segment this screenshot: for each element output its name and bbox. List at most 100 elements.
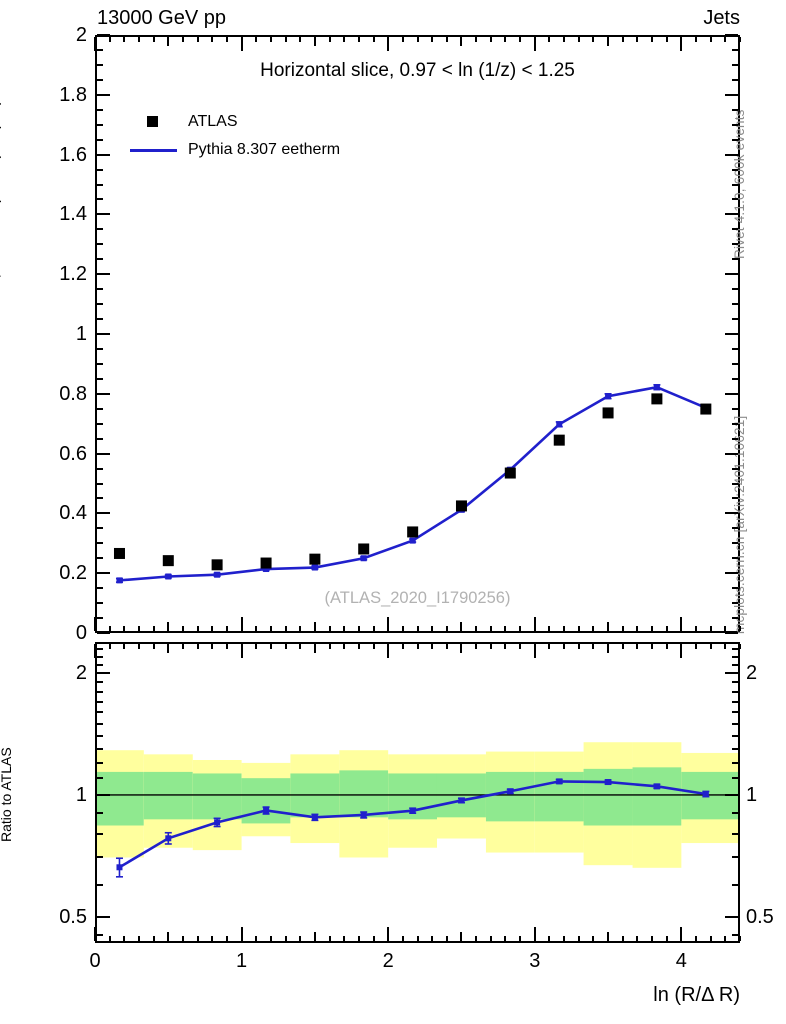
axis-tick	[709, 936, 712, 941]
axis-tick	[97, 213, 110, 216]
axis-tick	[732, 243, 738, 246]
axis-tick	[211, 936, 214, 941]
axis-tick	[651, 644, 654, 649]
tick-label: 0.6	[59, 442, 87, 465]
axis-tick	[732, 482, 738, 485]
axis-tick	[181, 37, 184, 42]
axis-tick	[724, 644, 727, 649]
green-uncertainty-band	[241, 778, 291, 824]
axis-tick	[313, 644, 316, 653]
axis-tick	[387, 644, 390, 658]
axis-tick	[739, 644, 741, 649]
atlas-data-marker	[651, 393, 663, 405]
axis-tick	[563, 644, 566, 649]
axis-tick	[97, 915, 110, 918]
axis-tick	[732, 747, 738, 750]
axis-tick	[725, 34, 738, 36]
axis-tick	[152, 626, 155, 631]
axis-tick	[196, 936, 199, 941]
axis-tick	[504, 37, 507, 42]
axis-tick	[725, 915, 738, 918]
axis-tick	[445, 644, 448, 649]
axis-tick	[97, 377, 103, 380]
axis-tick	[313, 37, 316, 46]
axis-tick	[665, 644, 668, 649]
axis-tick	[519, 936, 522, 941]
axis-tick	[196, 626, 199, 631]
pythia-marker	[311, 814, 318, 821]
pythia-marker	[409, 537, 416, 544]
axis-tick	[269, 936, 272, 941]
axis-tick	[621, 37, 624, 42]
axis-tick	[299, 644, 302, 649]
pythia-marker	[458, 797, 465, 804]
axis-tick	[123, 644, 126, 649]
axis-tick	[725, 793, 738, 796]
analysis-watermark: (ATLAS_2020_I1790256)	[324, 589, 511, 607]
axis-tick	[97, 557, 103, 560]
axis-tick	[372, 37, 375, 42]
axis-tick	[739, 936, 741, 941]
axis-tick	[725, 452, 738, 455]
axis-tick	[732, 647, 738, 650]
axis-tick	[284, 37, 287, 42]
axis-tick	[97, 542, 103, 545]
axis-tick	[732, 183, 738, 186]
axis-tick	[680, 617, 683, 631]
axis-tick	[97, 681, 103, 684]
tick-label: 1.8	[59, 83, 87, 106]
axis-tick	[97, 617, 103, 620]
axis-tick	[97, 856, 103, 859]
axis-tick	[255, 37, 258, 42]
axis-tick	[387, 37, 390, 51]
axis-tick	[97, 228, 103, 231]
tick-label: 2	[75, 24, 87, 46]
axis-tick	[108, 644, 111, 649]
axis-tick	[97, 497, 103, 500]
axis-tick	[732, 663, 738, 666]
axis-tick	[577, 626, 580, 631]
axis-tick	[548, 936, 551, 941]
axis-tick	[651, 37, 654, 42]
pythia-marker	[507, 788, 514, 795]
axis-tick	[739, 37, 741, 42]
axis-tick	[725, 572, 738, 575]
green-uncertainty-band	[339, 770, 389, 818]
axis-tick	[97, 512, 110, 515]
axis-tick	[97, 793, 110, 796]
axis-tick	[732, 655, 738, 658]
axis-tick	[489, 644, 492, 649]
axis-tick	[269, 644, 272, 649]
axis-tick	[724, 37, 727, 42]
axis-tick	[284, 626, 287, 631]
axis-tick	[152, 936, 155, 941]
axis-tick	[732, 362, 738, 365]
axis-tick	[97, 672, 110, 675]
axis-tick	[732, 78, 738, 81]
axis-tick	[181, 644, 184, 649]
pythia-marker	[653, 384, 660, 391]
axis-tick	[732, 138, 738, 141]
axis-tick	[732, 497, 738, 500]
axis-tick	[97, 138, 103, 141]
axis-tick	[225, 37, 228, 42]
axis-tick	[97, 48, 103, 51]
axis-tick	[695, 626, 698, 631]
axis-tick	[97, 812, 103, 815]
axis-tick	[343, 936, 346, 941]
axis-tick	[519, 37, 522, 42]
axis-tick	[97, 288, 103, 291]
plot-title: Horizontal slice, 0.97 < ln (1/z) < 1.25	[260, 60, 575, 81]
axis-tick	[97, 303, 103, 306]
axis-tick	[732, 587, 738, 590]
axis-tick	[97, 934, 103, 937]
pythia-marker	[165, 573, 172, 580]
axis-tick	[343, 644, 346, 649]
axis-tick	[725, 93, 738, 96]
axis-tick	[299, 37, 302, 42]
axis-tick	[372, 626, 375, 631]
axis-tick	[475, 936, 478, 941]
axis-tick	[665, 936, 668, 941]
